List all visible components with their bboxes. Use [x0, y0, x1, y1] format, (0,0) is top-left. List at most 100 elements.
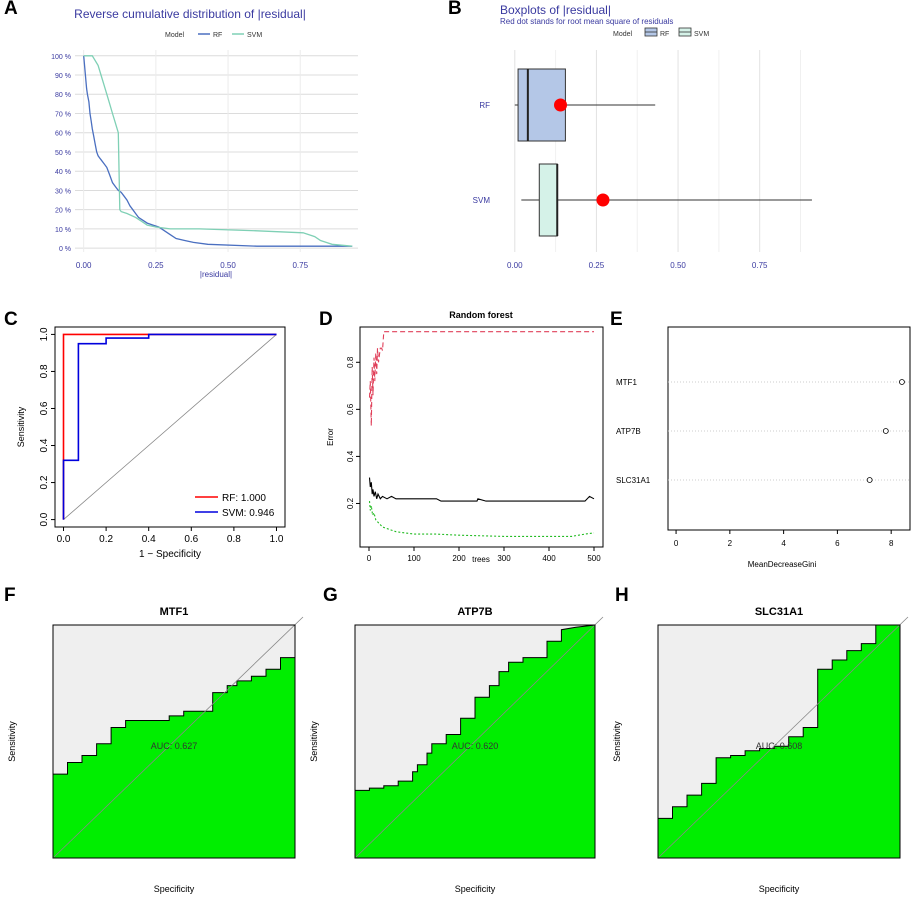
chart-title: Reverse cumulative distribution of |resi… [74, 7, 306, 21]
y-tick-label: 40 % [55, 169, 71, 176]
chart-title: Boxplots of |residual| [500, 3, 611, 17]
x-axis-label: Specificity [759, 884, 800, 894]
legend-label: RF: 1.000 [222, 493, 266, 504]
plot-frame [657, 624, 901, 859]
y-axis-label: Sensitivity [612, 721, 622, 762]
panel-label-h: H [615, 585, 629, 606]
x-tick-label: 8 [889, 539, 894, 548]
y-tick-label: 0.4 [346, 450, 355, 462]
error-line-oob [368, 477, 595, 502]
y-tick-label: 30 % [55, 188, 71, 195]
importance-point [882, 428, 889, 434]
legend-label: SVM [247, 32, 262, 39]
x-tick-label: 0.75 [292, 261, 308, 270]
x-tick-label: 0 [367, 554, 372, 563]
importance-point [866, 477, 873, 483]
x-tick-label: 100 [407, 554, 421, 563]
category-label: SVM [473, 196, 491, 205]
y-axis-label: Sensitivity [16, 406, 26, 447]
x-tick-label: 0 [674, 539, 679, 548]
series-line-svm [83, 55, 353, 247]
y-tick-label: 100 % [51, 54, 71, 61]
panel-a: A 0 % 10 % 20 % 30 % 40 % 50 % 60 % 70 % 80 % 90 … [0, 0, 365, 290]
chart-title: Random forest [449, 310, 513, 320]
panel-h: H SLC31A1 AUC: 0.608 Specificity Sensitivit… [610, 585, 913, 905]
x-tick-label: 0.6 [184, 534, 198, 545]
auc-label: AUC: 0.627 [151, 741, 198, 751]
y-tick-label: 90 % [55, 73, 71, 80]
plot-frame [667, 326, 911, 531]
x-tick-label: 0.75 [752, 261, 768, 270]
chart-e: MTF1 ATP7B SLC31A1 0 2 4 6 8 MeanDecreaseGini [616, 326, 911, 569]
legend-label: RF [213, 32, 222, 39]
x-axis-label: 1 − Specificity [139, 549, 201, 560]
legend-title: Model [165, 32, 185, 39]
diagonal-reference [657, 616, 909, 859]
panel-b: B 0.00 0.25 0.50 0.75 RF SVM Boxplots of |resi… [445, 0, 913, 290]
series-line-rf [83, 55, 353, 247]
category-label: RF [479, 101, 490, 110]
roc-curve [354, 624, 596, 858]
x-tick-label: 4 [781, 539, 786, 548]
chart-title: MTF1 [160, 606, 189, 618]
x-tick-label: 500 [587, 554, 601, 563]
chart-subtitle: Red dot stands for root mean square of r… [500, 17, 673, 26]
importance-point [899, 379, 905, 385]
y-axis-label: Sensitivity [7, 721, 17, 762]
y-tick-label: 0.8 [39, 364, 50, 378]
x-tick-label: 0.4 [142, 534, 156, 545]
y-tick-label: 70 % [55, 111, 71, 118]
x-tick-label: 0.50 [670, 261, 686, 270]
category-label: SLC31A1 [616, 476, 651, 485]
legend-label: RF [660, 31, 669, 38]
diagonal-reference [354, 616, 604, 859]
y-tick-label: 0.6 [39, 401, 50, 415]
panel-label-c: C [4, 309, 18, 330]
x-axis-label: |residual| [200, 270, 232, 279]
panel-label-e: E [610, 309, 623, 330]
diagonal-reference [63, 334, 277, 520]
x-axis-label: Specificity [455, 884, 496, 894]
plot-frame [52, 624, 296, 859]
x-tick-label: 0.2 [99, 534, 113, 545]
chart-c: 0.0 0.2 0.4 0.6 0.8 1.0 0.0 0.2 0.4 0.6 0.8 1.0 RF: … [16, 326, 286, 560]
panel-c: C 0.0 0.2 0.4 0.6 0.8 1.0 0.0 0.2 0.4 0.6 0.8 1.0 RF… [0, 305, 305, 570]
panel-f: F MTF1 AUC: 0.627 Specificity Sensitivity [0, 585, 305, 905]
x-tick-label: 0.50 [220, 261, 236, 270]
y-tick-label: 20 % [55, 208, 71, 215]
y-axis-label: Error [326, 428, 335, 446]
plot-frame [354, 624, 596, 859]
x-tick-label: 0.00 [507, 261, 523, 270]
y-axis-label: Sensitivity [309, 721, 319, 762]
x-tick-label: 400 [542, 554, 556, 563]
rmse-dot [596, 193, 610, 207]
auc-label: AUC: 0.620 [452, 741, 499, 751]
y-tick-label: 60 % [55, 131, 71, 138]
y-tick-label: 0.6 [346, 403, 355, 415]
y-tick-label: 0.0 [39, 512, 50, 526]
category-label: ATP7B [616, 427, 641, 436]
x-tick-label: 1.0 [270, 534, 284, 545]
x-axis-label: MeanDecreaseGini [748, 560, 817, 569]
y-tick-label: 0.2 [346, 497, 355, 509]
chart-h: SLC31A1 AUC: 0.608 Specificity Sensitivity [612, 606, 909, 894]
chart-b: 0.00 0.25 0.50 0.75 RF SVM Boxplots of |residu… [473, 3, 812, 270]
category-label: MTF1 [616, 378, 637, 387]
x-tick-label: 0.0 [57, 534, 71, 545]
roc-curve [52, 625, 296, 858]
roc-curve [657, 624, 900, 858]
chart-g: ATP7B AUC: 0.620 Specificity Sensitivity [309, 606, 604, 894]
panel-label-a: A [4, 0, 18, 19]
chart-title: SLC31A1 [755, 606, 803, 618]
rmse-dot [554, 98, 568, 112]
error-line-class-1 [368, 331, 594, 426]
y-tick-label: 50 % [55, 150, 71, 157]
panel-d: D 0 100 200 300 400 500 0.2 0.4 0.6 0.8 Random for… [305, 305, 610, 570]
x-tick-label: 200 [452, 554, 466, 563]
auc-label: AUC: 0.608 [756, 741, 803, 751]
x-tick-label: 0.25 [148, 261, 164, 270]
x-tick-label: 6 [835, 539, 840, 548]
x-axis-label: trees [472, 555, 490, 564]
y-tick-label: 10 % [55, 227, 71, 234]
plot-frame [359, 326, 604, 548]
